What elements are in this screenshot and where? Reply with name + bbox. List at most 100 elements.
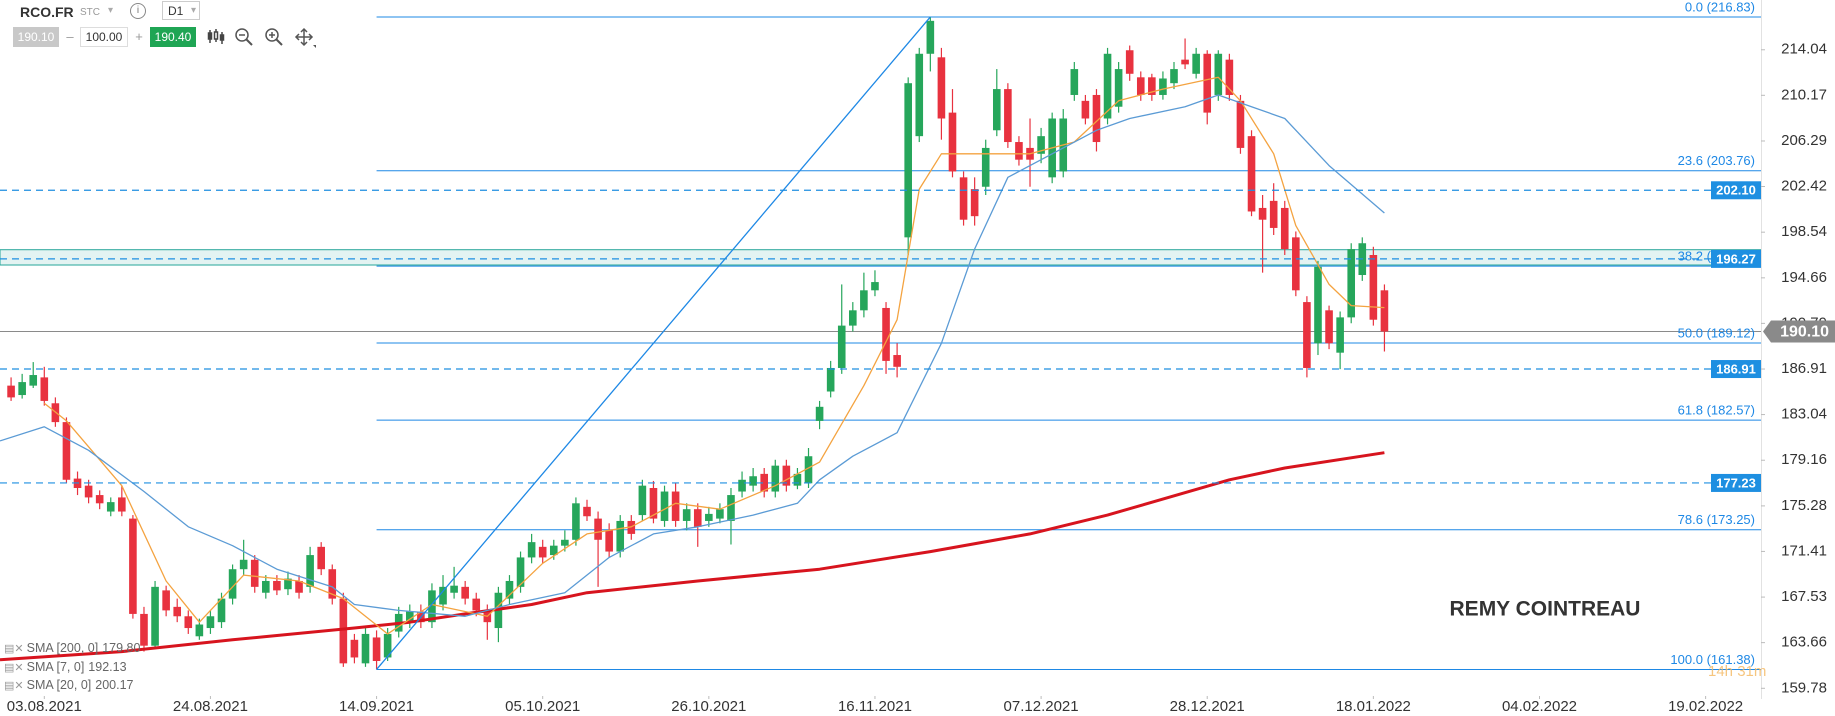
candle-body xyxy=(1070,69,1079,95)
candle-body xyxy=(849,310,857,326)
candle-body xyxy=(738,479,746,492)
candle-body xyxy=(893,355,901,367)
candle-body xyxy=(84,485,93,498)
candle-body xyxy=(1336,317,1344,353)
level-label: 186.91 xyxy=(1716,361,1756,376)
y-tick-label: 194.66 xyxy=(1781,269,1827,286)
candle-body xyxy=(1170,69,1178,84)
candle-body xyxy=(1015,142,1023,160)
level-label: 196.27 xyxy=(1716,251,1756,266)
candle-body xyxy=(815,406,824,421)
y-tick-label: 179.16 xyxy=(1781,451,1827,468)
candle-body xyxy=(561,539,569,546)
volume-decrease[interactable]: – xyxy=(66,29,74,44)
candle-body xyxy=(660,491,669,521)
y-tick-label: 167.53 xyxy=(1781,588,1827,605)
candle-body xyxy=(959,177,968,220)
legend-icon[interactable]: ▤✕ xyxy=(4,643,24,655)
candle-body xyxy=(1081,100,1090,119)
candle-body xyxy=(1280,207,1289,250)
fib-level-label: 61.8 (182.57) xyxy=(1678,403,1755,418)
fib-level-label: 78.6 (173.25) xyxy=(1678,512,1755,527)
candle-body xyxy=(516,557,525,587)
level-box xyxy=(1711,249,1761,268)
candle-body xyxy=(594,518,602,540)
fib-level-label: 0.0 (216.83) xyxy=(1685,0,1755,14)
candle-body xyxy=(981,147,990,187)
volume-increase[interactable]: + xyxy=(135,29,143,44)
candle-body xyxy=(118,497,126,512)
sell-button[interactable]: 190.10 xyxy=(13,27,59,47)
fib-trendline xyxy=(376,16,931,670)
candle-body xyxy=(804,456,813,484)
level-label: 177.23 xyxy=(1716,475,1756,490)
candle-body xyxy=(361,633,370,664)
chart-type-icon[interactable] xyxy=(206,27,226,47)
candle-body xyxy=(749,476,757,486)
candle-body xyxy=(1037,136,1045,154)
candle-body xyxy=(705,513,713,521)
legend-icon[interactable]: ▤✕ xyxy=(4,680,24,692)
x-tick-label: 28.12.2021 xyxy=(1170,698,1245,715)
pan-icon[interactable] xyxy=(294,27,316,49)
candle-body xyxy=(871,282,879,291)
candle-body xyxy=(306,555,314,587)
info-button[interactable]: i xyxy=(130,3,146,19)
candle-body xyxy=(671,491,680,521)
interval-select[interactable]: D1 xyxy=(162,1,200,20)
legend-entry: ▤✕ SMA [200, 0] 179.80 xyxy=(4,641,140,655)
x-tick-label: 03.08.2021 xyxy=(7,698,82,715)
candle-body xyxy=(1092,94,1101,143)
candle-body xyxy=(771,465,780,492)
axes: 159.78 163.66 167.53 171.41 175.28 179.16 183.… xyxy=(7,0,1827,715)
candle-body xyxy=(62,422,71,480)
candle-body xyxy=(1247,136,1256,212)
candle-body xyxy=(339,598,348,664)
buy-button[interactable]: 190.40 xyxy=(150,27,196,47)
x-tick-label: 19.02.2022 xyxy=(1668,698,1743,715)
x-tick-label: 04.02.2022 xyxy=(1502,698,1577,715)
y-tick-label: 175.28 xyxy=(1781,497,1827,514)
price-tag xyxy=(1763,320,1835,343)
candle-body xyxy=(505,580,514,599)
zoom-out-icon[interactable] xyxy=(234,27,254,47)
zoom-in-icon[interactable] xyxy=(264,27,284,47)
sma-line xyxy=(43,76,1385,635)
candle-body xyxy=(1303,302,1311,368)
candle-body xyxy=(317,546,325,570)
symbol[interactable]: RCO.FR xyxy=(20,4,74,20)
zone xyxy=(0,249,1761,266)
x-tick-label: 05.10.2021 xyxy=(505,698,580,715)
candle-body xyxy=(638,485,647,516)
candle-body xyxy=(826,367,835,392)
level-box xyxy=(1711,360,1761,379)
candle-body xyxy=(129,518,137,614)
legend-icon[interactable]: ▤✕ xyxy=(4,662,24,674)
candle-body xyxy=(1292,237,1300,291)
candle-body xyxy=(7,385,15,398)
y-tick-label: 159.78 xyxy=(1781,679,1827,696)
candle-body xyxy=(1214,53,1223,95)
fib-level-label: 100.0 (161.38) xyxy=(1670,652,1755,667)
candle-body xyxy=(583,506,591,517)
candle-body xyxy=(18,382,26,396)
candle-body xyxy=(904,83,912,238)
y-tick-label: 171.41 xyxy=(1781,542,1827,559)
candle-body xyxy=(140,613,148,646)
y-tick-label: 210.17 xyxy=(1781,86,1827,103)
x-tick-label: 26.10.2021 xyxy=(671,698,746,715)
candle-body xyxy=(273,580,281,591)
candle-body xyxy=(262,580,270,593)
candle-body xyxy=(405,611,414,623)
volume-input[interactable]: 100.00 xyxy=(80,27,128,47)
candle-body xyxy=(1258,207,1267,220)
candle-body xyxy=(1203,53,1212,113)
candle-body xyxy=(206,616,215,629)
candle-body xyxy=(882,307,890,361)
candle-body xyxy=(549,545,558,556)
candle-body xyxy=(450,585,458,593)
legend-name: SMA [20, 0] xyxy=(26,678,92,692)
x-tick-label: 16.11.2021 xyxy=(838,698,912,715)
source-dropdown[interactable]: ▾ xyxy=(108,5,114,16)
